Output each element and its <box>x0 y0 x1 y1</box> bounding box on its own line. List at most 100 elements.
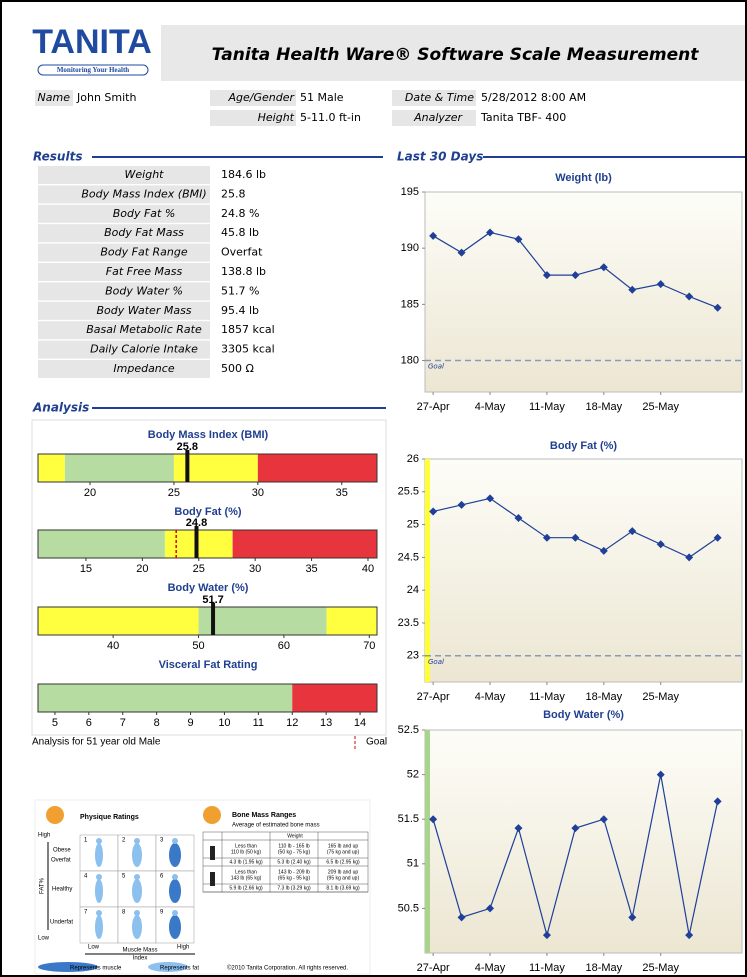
gauge-marker <box>185 450 189 482</box>
result-value: 1857 kcal <box>221 323 275 336</box>
figure-head <box>172 838 178 844</box>
section-title: Analysis <box>32 401 89 415</box>
analysis-note: Analysis for 51 year old Male <box>32 737 161 748</box>
gauge-title: Body Mass Index (BMI) <box>148 429 269 441</box>
legend-text: Represents muscle <box>70 966 122 972</box>
x-tick-label: 25-May <box>642 401 679 413</box>
figure <box>169 915 181 939</box>
tagline: Monitoring Your Health <box>57 66 129 74</box>
x-tick-label: 6 <box>86 717 92 729</box>
chart-title: Body Fat (%) <box>550 440 618 452</box>
table-cell: 7.3 lb (3.29 kg) <box>277 885 311 891</box>
x-tick-label: 14 <box>354 717 366 729</box>
x-tick-label: 11-May <box>529 401 565 413</box>
header: TANITA Monitoring Your Health Tanita Hea… <box>32 23 745 81</box>
age: 51 Male <box>300 91 344 104</box>
gauge-marker <box>211 603 215 635</box>
plot-area <box>425 730 742 953</box>
gauge-value: 25.8 <box>177 441 198 453</box>
icon <box>210 872 215 886</box>
x-tick-label: 4-May <box>475 962 506 974</box>
result-value: 184.6 lb <box>221 168 266 181</box>
x-tick-label: 30 <box>252 487 264 499</box>
gauge-zone <box>258 454 377 482</box>
page: TANITA Monitoring Your Health Tanita Hea… <box>0 0 747 977</box>
axis-label: Muscle Mass <box>122 948 157 954</box>
gauge-zone <box>199 607 327 635</box>
x-tick-label: 18-May <box>585 691 622 703</box>
bone-subtitle: Average of estimated bone mass <box>232 823 320 829</box>
copyright: ©2010 Tanita Corporation. All rights res… <box>227 965 348 972</box>
result-value: 51.7 % <box>221 284 259 297</box>
result-label: Body Water Mass <box>96 304 191 317</box>
x-tick-label: 11 <box>253 717 264 729</box>
gauge-zone <box>165 530 233 558</box>
table-cell: (65 kg - 95 kg) <box>278 875 311 881</box>
figure-head <box>134 910 140 916</box>
x-tick-label: 60 <box>278 640 290 652</box>
table-cell: 143 lb (65 kg) <box>231 875 262 881</box>
result-value: 138.8 lb <box>221 265 266 278</box>
brand: TANITA <box>32 23 152 61</box>
x-tick-label: 70 <box>363 640 375 652</box>
figure <box>169 843 181 867</box>
gauge-zone <box>38 454 65 482</box>
x-tick-label: 25 <box>168 487 180 499</box>
axis-label: High <box>177 945 189 951</box>
physique-title: Physique Ratings <box>80 814 139 821</box>
axis-label: Low <box>88 945 100 951</box>
y-tick-label: 52.5 <box>398 724 419 736</box>
y-tick-label: 25 <box>407 518 419 530</box>
figure-head <box>96 838 102 844</box>
result-value: Overfat <box>221 246 263 259</box>
result-label: Fat Free Mass <box>106 265 183 278</box>
x-tick-label: 12 <box>286 717 298 729</box>
y-tick-label: 180 <box>401 354 419 366</box>
x-tick-label: 7 <box>120 717 126 729</box>
figure-head <box>96 910 102 916</box>
x-tick-label: 11-May <box>529 691 565 703</box>
x-tick-label: 40 <box>362 563 374 575</box>
analyzer: Tanita TBF- 400 <box>480 111 566 124</box>
gauge-zone <box>327 607 377 635</box>
figure-head <box>134 874 140 880</box>
icon <box>203 806 221 824</box>
table-cell: 5.3 lb (2.40 kg) <box>277 859 311 865</box>
axis-label: Index <box>133 956 148 962</box>
y-tick-label: 50.5 <box>398 902 419 914</box>
figure-head <box>96 874 102 880</box>
physique-panel: Physique Ratings High Low Obese Overfat … <box>35 800 370 974</box>
height: 5-11.0 ft-in <box>300 111 361 124</box>
x-tick-label: 15 <box>80 563 92 575</box>
axis-label: High <box>38 833 50 839</box>
table-cell: 6.5 lb (2.95 kg) <box>326 859 360 865</box>
y-tick-label: 25.5 <box>398 486 419 498</box>
result-label: Body Fat Mass <box>104 226 184 239</box>
goal-label: Goal <box>428 363 444 371</box>
table-header: Weight <box>287 833 303 839</box>
table-cell: 5.9 lb (2.66 kg) <box>229 885 263 891</box>
figure-head <box>134 838 140 844</box>
icon <box>210 846 215 860</box>
x-tick-label: 18-May <box>585 962 622 974</box>
x-tick-label: 10 <box>218 717 230 729</box>
x-tick-label: 27-Apr <box>417 962 450 974</box>
axis-label: Obese <box>53 848 71 854</box>
x-tick-label: 4-May <box>475 691 506 703</box>
result-value: 500 Ω <box>221 362 254 375</box>
y-tick-label: 185 <box>401 298 419 310</box>
bone-title: Bone Mass Ranges <box>232 812 296 819</box>
chart-title: Body Water (%) <box>543 709 624 721</box>
y-tick-label: 23.5 <box>398 617 419 629</box>
table-cell: (50 kg - 75 kg) <box>278 849 311 855</box>
result-value: 95.4 lb <box>221 304 259 317</box>
result-label: Daily Calorie Intake <box>90 343 198 356</box>
figure <box>132 915 142 939</box>
y-tick-label: 24.5 <box>398 551 419 563</box>
physique-grid: 123456789 <box>80 835 194 943</box>
gauge-zone <box>38 530 165 558</box>
plot-area <box>425 459 742 682</box>
axis-label: Underfat <box>50 920 73 926</box>
y-tick-label: 190 <box>401 242 419 254</box>
page-title: Tanita Health Ware® Software Scale Measu… <box>212 45 700 65</box>
